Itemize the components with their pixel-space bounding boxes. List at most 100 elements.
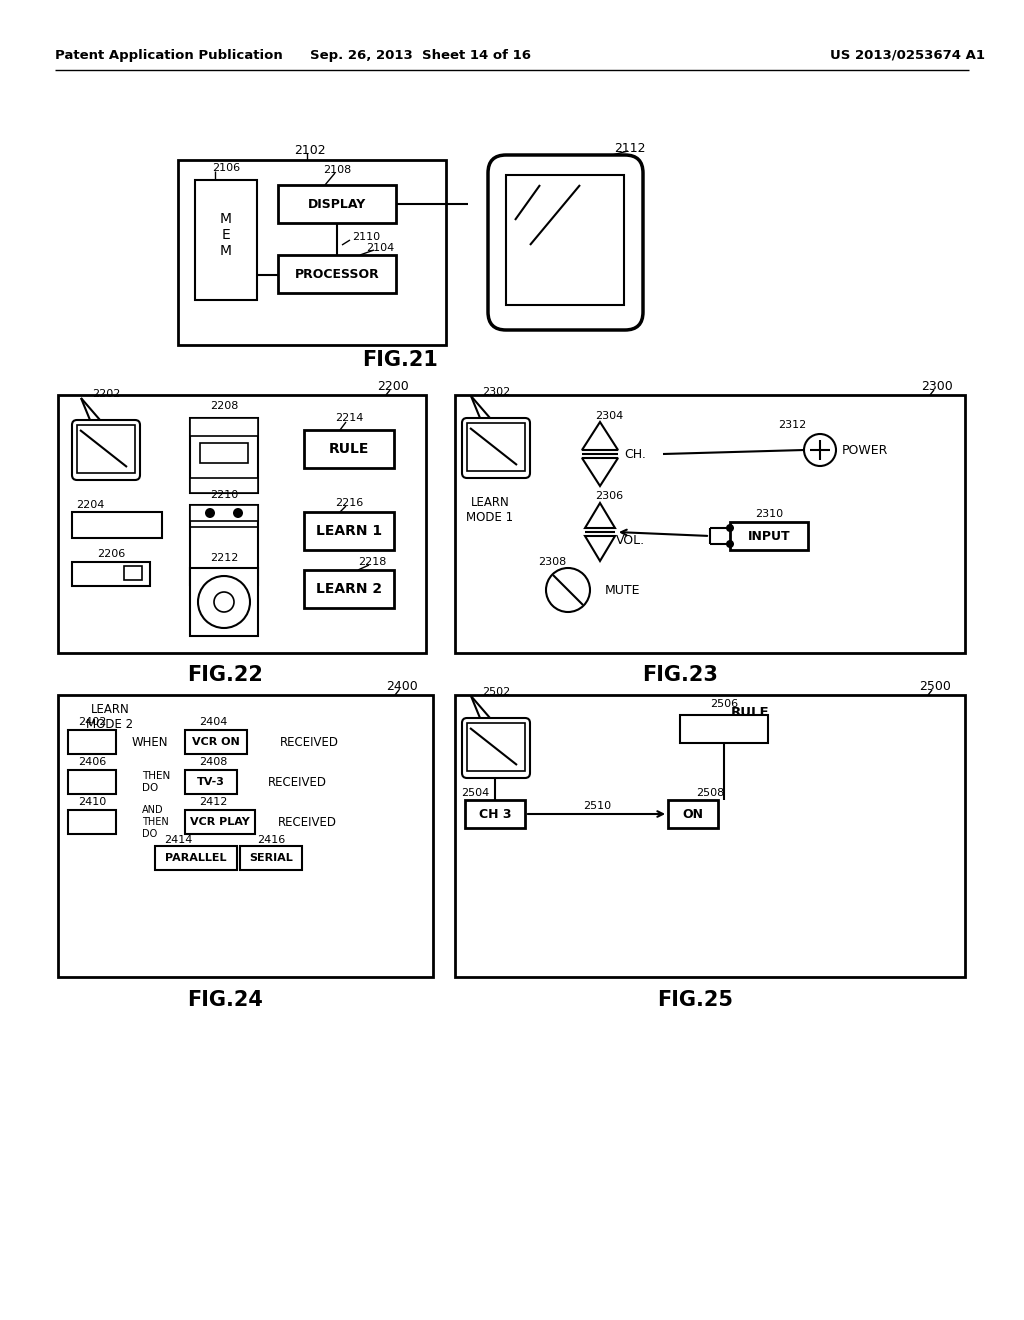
Text: PARALLEL: PARALLEL <box>165 853 226 863</box>
Text: 2416: 2416 <box>257 836 285 845</box>
Bar <box>680 715 768 743</box>
Text: RULE: RULE <box>329 442 370 455</box>
Circle shape <box>726 540 734 548</box>
Text: TV-3: TV-3 <box>197 777 225 787</box>
Text: 2510: 2510 <box>583 801 611 810</box>
Bar <box>190 418 258 492</box>
Text: 2214: 2214 <box>335 413 364 422</box>
Text: 2502: 2502 <box>482 686 510 697</box>
Bar <box>77 425 135 473</box>
Bar <box>58 395 426 653</box>
Text: 2106: 2106 <box>212 162 240 173</box>
Bar <box>278 255 396 293</box>
Bar <box>278 185 396 223</box>
Text: VCR PLAY: VCR PLAY <box>190 817 250 828</box>
Text: PROCESSOR: PROCESSOR <box>295 268 379 281</box>
Bar <box>455 395 965 653</box>
Text: 2506: 2506 <box>710 700 738 709</box>
Bar <box>185 810 255 834</box>
Text: RULE: RULE <box>731 706 769 719</box>
Text: 2200: 2200 <box>377 380 409 393</box>
Text: FIG.23: FIG.23 <box>642 665 718 685</box>
Text: RECEIVED: RECEIVED <box>278 816 337 829</box>
Text: VOL.: VOL. <box>615 533 644 546</box>
Text: Patent Application Publication: Patent Application Publication <box>55 49 283 62</box>
Bar <box>68 810 116 834</box>
Bar <box>304 512 394 550</box>
Text: RECEIVED: RECEIVED <box>280 735 339 748</box>
Text: 2312: 2312 <box>778 420 806 430</box>
Bar <box>668 800 718 828</box>
Text: LEARN 2: LEARN 2 <box>316 582 382 597</box>
Text: 2508: 2508 <box>696 788 724 799</box>
Text: 2110: 2110 <box>352 232 380 242</box>
Text: FIG.24: FIG.24 <box>187 990 263 1010</box>
Bar <box>68 730 116 754</box>
Text: FIG.22: FIG.22 <box>187 665 263 685</box>
Bar <box>155 846 237 870</box>
Text: 2112: 2112 <box>614 141 646 154</box>
Text: LEARN 1: LEARN 1 <box>316 524 382 539</box>
Text: 2300: 2300 <box>922 380 953 393</box>
Bar <box>200 444 248 463</box>
Text: 2212: 2212 <box>210 553 239 564</box>
Text: FIG.25: FIG.25 <box>657 990 733 1010</box>
Text: 2210: 2210 <box>210 490 239 500</box>
Bar <box>185 770 237 795</box>
Text: THEN
DO: THEN DO <box>142 771 170 793</box>
Text: 2304: 2304 <box>595 411 624 421</box>
Bar <box>185 730 247 754</box>
Text: INPUT: INPUT <box>748 529 791 543</box>
Bar <box>465 800 525 828</box>
Bar <box>506 176 624 305</box>
Text: 2204: 2204 <box>76 500 104 510</box>
Text: 2206: 2206 <box>97 549 125 558</box>
Bar <box>190 478 258 492</box>
FancyBboxPatch shape <box>462 418 530 478</box>
Text: Sep. 26, 2013  Sheet 14 of 16: Sep. 26, 2013 Sheet 14 of 16 <box>309 49 530 62</box>
Text: SERIAL: SERIAL <box>249 853 293 863</box>
Circle shape <box>726 524 734 532</box>
Circle shape <box>205 508 215 517</box>
Text: 2306: 2306 <box>595 491 624 502</box>
Bar <box>190 506 258 585</box>
Text: 2414: 2414 <box>164 836 193 845</box>
Text: WHEN: WHEN <box>132 735 168 748</box>
Text: 2500: 2500 <box>920 681 951 693</box>
Bar <box>195 180 257 300</box>
Text: FIG.21: FIG.21 <box>362 350 438 370</box>
Text: 2218: 2218 <box>357 557 386 568</box>
Text: 2410: 2410 <box>78 797 106 807</box>
Bar <box>304 570 394 609</box>
Text: RECEIVED: RECEIVED <box>268 776 327 788</box>
Text: 2302: 2302 <box>482 387 510 397</box>
Text: 2202: 2202 <box>92 389 120 399</box>
Text: 2412: 2412 <box>199 797 227 807</box>
Text: 2104: 2104 <box>366 243 394 253</box>
Text: CH.: CH. <box>624 447 646 461</box>
Bar <box>467 723 525 771</box>
Text: 2208: 2208 <box>210 401 239 411</box>
Text: 2216: 2216 <box>335 498 364 508</box>
Text: M
E
M: M E M <box>220 211 232 259</box>
Bar <box>467 422 525 471</box>
FancyBboxPatch shape <box>72 420 140 480</box>
Bar <box>304 430 394 469</box>
Text: ON: ON <box>683 808 703 821</box>
Text: 2404: 2404 <box>199 717 227 727</box>
Text: MUTE: MUTE <box>605 583 641 597</box>
Bar <box>178 160 446 345</box>
Circle shape <box>233 508 243 517</box>
Bar <box>455 696 965 977</box>
FancyBboxPatch shape <box>462 718 530 777</box>
Text: 2402: 2402 <box>78 717 106 727</box>
Bar <box>190 418 258 436</box>
Text: 2400: 2400 <box>386 681 418 693</box>
Text: 2102: 2102 <box>294 144 326 157</box>
Text: POWER: POWER <box>842 444 888 457</box>
Text: 2406: 2406 <box>78 756 106 767</box>
Bar <box>72 512 162 539</box>
Text: VCR ON: VCR ON <box>193 737 240 747</box>
Bar <box>68 770 116 795</box>
Bar <box>190 568 258 636</box>
